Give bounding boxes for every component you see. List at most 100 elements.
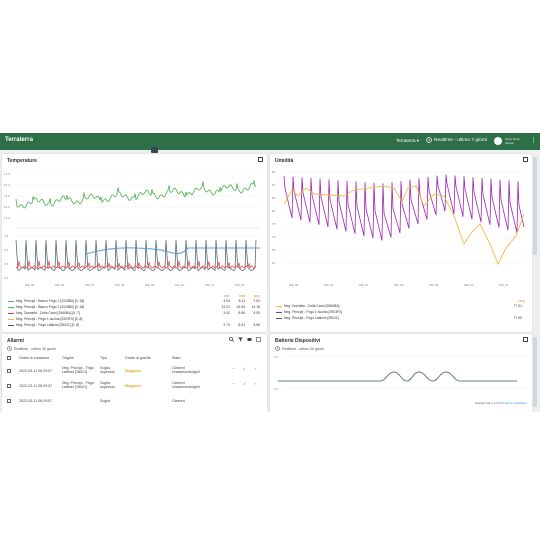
more-icon[interactable]: ⋯ — [232, 382, 236, 386]
card-title: Batterie Dispositivi — [275, 338, 321, 344]
legend-swatch — [276, 312, 282, 314]
alarm-time: 2022-03-11 08:29:57 — [19, 399, 53, 403]
expand-icon[interactable] — [256, 337, 261, 342]
legend-item[interactable]: Neg. Domatia - Cella Carni [2560BA] [0..… — [8, 311, 264, 316]
x-tick: Mar 08 — [394, 283, 404, 287]
avatar-icon — [494, 137, 502, 145]
user-menu[interactable]: Terra Terra Utente — [494, 136, 534, 147]
alarm-origin: Neg. Principi - Frigo Latticini [28021] — [62, 381, 94, 389]
user-role: Utente — [505, 141, 514, 145]
x-tick: Mar 09 — [429, 283, 439, 287]
app-title: Terraterra — [5, 137, 33, 143]
alarms-table: Orario di creazione Origine Tipo Grado d… — [7, 355, 263, 412]
legend-item[interactable]: Neg. Domatia - Cella Carni [2560BA] 77.91 — [276, 304, 528, 309]
temperature-legend: Neg. Principi - Banco Frigo 1 [2028B0] [… — [8, 299, 264, 329]
column-header[interactable]: Grado di gravità — [125, 356, 151, 360]
legend-item[interactable]: Neg. Principi - Frigo 1 cucina [2903F0] … — [8, 317, 264, 322]
acknowledge-icon[interactable]: ✓ — [243, 367, 247, 371]
legend-swatch — [8, 307, 14, 309]
row-checkbox[interactable] — [7, 369, 11, 373]
filter-icon[interactable] — [238, 337, 243, 342]
terms-link[interactable]: Tenant e condizioni — [500, 401, 527, 405]
legend-item[interactable]: Neg. Principi - Frigo 1 cucina [2903F0] — [276, 310, 528, 315]
series-line-cella-carni — [283, 185, 525, 266]
x-tick: Mar 09 — [145, 283, 155, 287]
card-title: Temperature — [7, 158, 37, 164]
alarm-status: Cleared Unacknowledged — [172, 366, 200, 374]
y-tick: 90 — [272, 183, 276, 187]
legend-avg: 4.55 — [253, 323, 260, 327]
x-tick: Mar 05 — [289, 283, 299, 287]
y-tick: 3.2 — [274, 387, 279, 391]
clock-icon — [7, 346, 12, 351]
more-icon[interactable]: ⋯ — [232, 367, 236, 371]
column-header[interactable]: Orario di creazione — [19, 356, 50, 360]
legend-min: 12.21 — [221, 305, 231, 309]
alarms-card: Allarmi Realtime - ultimo 30 giorni Orar… — [2, 334, 267, 412]
alarm-type: Soglia superiore — [100, 366, 115, 374]
table-row[interactable]: 2022-03-11 08:29:57 Neg. Principi - Frig… — [7, 381, 263, 394]
dashboard-selector[interactable]: Terraterra ▾ — [396, 138, 420, 143]
scrollbar[interactable] — [533, 157, 537, 255]
view-icon[interactable] — [247, 337, 252, 342]
acknowledge-icon[interactable]: ✓ — [243, 382, 247, 386]
legend-swatch — [276, 318, 282, 320]
alarm-severity: Maggiore — [125, 384, 141, 388]
temperature-card: Temperature 17.0 16.0 15.0 14.0 13.0 7.5 5.0 2.… — [2, 154, 267, 332]
alarms-subtitle: Realtime - ultimo 30 giorni — [14, 346, 56, 351]
alarm-time: 2022-03-11 08:29:57 — [19, 384, 53, 388]
realtime-button[interactable]: Realtime - ultimo 7 giorni — [426, 137, 487, 143]
fullscreen-toggle-icon[interactable] — [151, 147, 158, 153]
search-icon[interactable] — [229, 337, 234, 342]
alarm-type: Soglia superiore — [100, 381, 115, 389]
x-tick: Mar 10 — [464, 283, 474, 287]
alarm-status: Cleared Unacknowledged — [172, 381, 200, 389]
clear-icon[interactable]: ✕ — [254, 367, 258, 371]
table-row[interactable]: 2022-03-11 08:29:57 Neg. Principi - Frig… — [7, 366, 263, 379]
column-header[interactable]: Origine — [62, 356, 74, 360]
legend-swatch — [8, 325, 14, 327]
clock-icon — [426, 137, 432, 143]
version-text: Overall: bat.v 3.3.0 — [475, 401, 501, 405]
scrollbar[interactable] — [533, 337, 537, 407]
card-title: Umidità — [275, 158, 294, 164]
more-menu-icon[interactable]: ⋮ — [530, 137, 537, 144]
x-tick: Mar 05 — [25, 283, 35, 287]
x-tick: Mar 12 — [235, 283, 245, 287]
battery-subtitle: Realtime - ultimo 30 giorni — [282, 346, 324, 351]
row-checkbox[interactable] — [7, 399, 11, 403]
table-row[interactable]: 2022-03-11 08:29:57 Soglia Cleared — [7, 396, 263, 409]
expand-icon[interactable] — [258, 157, 263, 162]
legend-min: 4.94 — [223, 299, 230, 303]
x-tick: Mar 11 — [499, 283, 508, 287]
legend-label: Neg. Principi - Frigo Latticini [28021] — [284, 316, 339, 320]
clear-icon[interactable]: ✕ — [254, 382, 258, 386]
y-tick: 2.5 — [4, 262, 9, 266]
column-header[interactable]: Tipo — [100, 356, 107, 360]
legend-header-max: max — [239, 294, 246, 298]
legend-max: 5.66 — [238, 311, 245, 315]
legend-label: Neg. Principi - Banco Frigo 1 [2028B0] [… — [16, 299, 85, 303]
legend-item[interactable]: Neg. Principi - Frigo Latticini [28021] 7… — [276, 316, 528, 321]
user-name: Terra Terra — [505, 137, 520, 141]
legend-item[interactable]: Neg. Principi - Banco Frigo 2 [2028B0] [… — [8, 305, 264, 310]
expand-icon[interactable] — [523, 337, 528, 342]
column-header[interactable]: Stato — [172, 356, 181, 360]
legend-item[interactable]: Neg. Principi - Banco Frigo 1 [2028B0] [… — [8, 299, 264, 304]
temperature-chart: 17.0 16.0 15.0 14.0 13.0 7.5 5.0 2.5 0.0 Mar 05 Ma… — [4, 172, 260, 287]
y-tick: 17.0 — [4, 172, 10, 176]
row-checkbox[interactable] — [7, 384, 11, 388]
y-tick: 85 — [272, 196, 276, 200]
realtime-label: Realtime - ultimo 7 giorni — [434, 137, 488, 143]
humidity-chart: 95 90 85 80 75 70 65 60 Mar 05 Mar 06 Mar 07 Mar 08… — [272, 170, 525, 287]
alarm-type: Soglia — [100, 399, 110, 403]
expand-icon[interactable] — [523, 157, 528, 162]
select-all-checkbox[interactable] — [7, 356, 11, 360]
humidity-card: Umidità 95 90 85 80 75 70 65 60 Mar 05 Mar 06 Mar … — [270, 154, 532, 332]
series-line-frigo-1 — [85, 247, 260, 255]
legend-avg: 14.18 — [251, 305, 261, 309]
y-tick: 0.0 — [4, 276, 9, 280]
legend-item[interactable]: Neg. Principi - Frigo Latticini [28021] … — [8, 323, 264, 328]
legend-max: 16.54 — [236, 305, 246, 309]
y-tick: 13.0 — [4, 216, 10, 220]
